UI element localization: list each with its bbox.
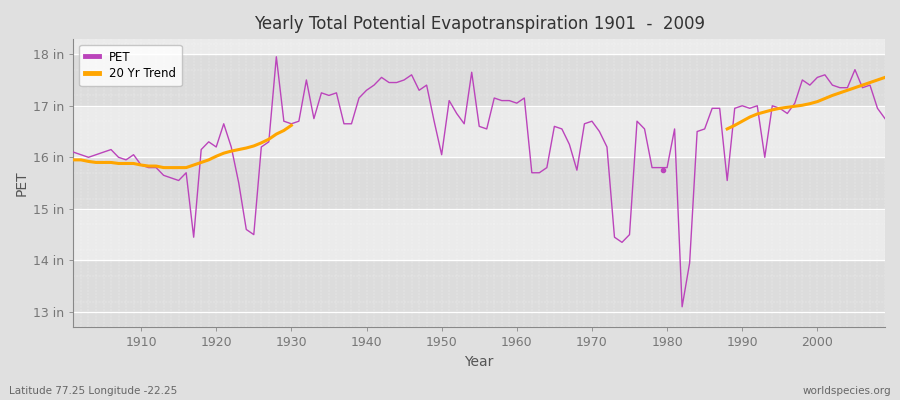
20 Yr Trend: [173, 165, 184, 170]
20 Yr Trend: [203, 158, 214, 162]
Line: 20 Yr Trend: 20 Yr Trend: [74, 125, 292, 168]
PET: [511, 101, 522, 106]
20 Yr Trend: [271, 132, 282, 136]
Y-axis label: PET: PET: [15, 170, 29, 196]
PET: [68, 150, 79, 154]
Title: Yearly Total Potential Evapotranspiration 1901  -  2009: Yearly Total Potential Evapotranspiratio…: [254, 15, 705, 33]
20 Yr Trend: [113, 161, 124, 166]
20 Yr Trend: [248, 144, 259, 148]
Bar: [74, 209, 885, 260]
Legend: PET, 20 Yr Trend: PET, 20 Yr Trend: [79, 45, 182, 86]
20 Yr Trend: [211, 154, 221, 159]
Bar: [74, 106, 885, 157]
PET: [879, 116, 890, 121]
PET: [519, 96, 530, 100]
20 Yr Trend: [91, 160, 102, 165]
20 Yr Trend: [233, 147, 244, 152]
20 Yr Trend: [68, 158, 79, 162]
PET: [128, 152, 139, 157]
20 Yr Trend: [150, 164, 161, 168]
20 Yr Trend: [128, 161, 139, 166]
20 Yr Trend: [278, 128, 289, 133]
Bar: [74, 54, 885, 106]
Bar: [74, 312, 885, 328]
PET: [609, 235, 620, 240]
PET: [301, 78, 311, 82]
PET: [346, 121, 357, 126]
Bar: [74, 157, 885, 209]
20 Yr Trend: [83, 159, 94, 164]
20 Yr Trend: [143, 164, 154, 168]
20 Yr Trend: [286, 123, 297, 128]
Bar: [74, 260, 885, 312]
Bar: [74, 39, 885, 54]
Text: worldspecies.org: worldspecies.org: [803, 386, 891, 396]
20 Yr Trend: [219, 151, 230, 156]
X-axis label: Year: Year: [464, 355, 494, 369]
Text: Latitude 77.25 Longitude -22.25: Latitude 77.25 Longitude -22.25: [9, 386, 177, 396]
PET: [677, 304, 688, 309]
Line: PET: PET: [74, 57, 885, 307]
PET: [271, 54, 282, 59]
20 Yr Trend: [98, 160, 109, 165]
20 Yr Trend: [158, 165, 169, 170]
20 Yr Trend: [241, 146, 252, 150]
20 Yr Trend: [196, 160, 207, 165]
20 Yr Trend: [121, 161, 131, 166]
20 Yr Trend: [136, 163, 147, 168]
20 Yr Trend: [256, 140, 266, 145]
20 Yr Trend: [264, 137, 274, 142]
20 Yr Trend: [226, 149, 237, 154]
20 Yr Trend: [166, 165, 176, 170]
20 Yr Trend: [76, 158, 86, 162]
20 Yr Trend: [188, 163, 199, 168]
20 Yr Trend: [105, 160, 116, 165]
20 Yr Trend: [181, 165, 192, 170]
